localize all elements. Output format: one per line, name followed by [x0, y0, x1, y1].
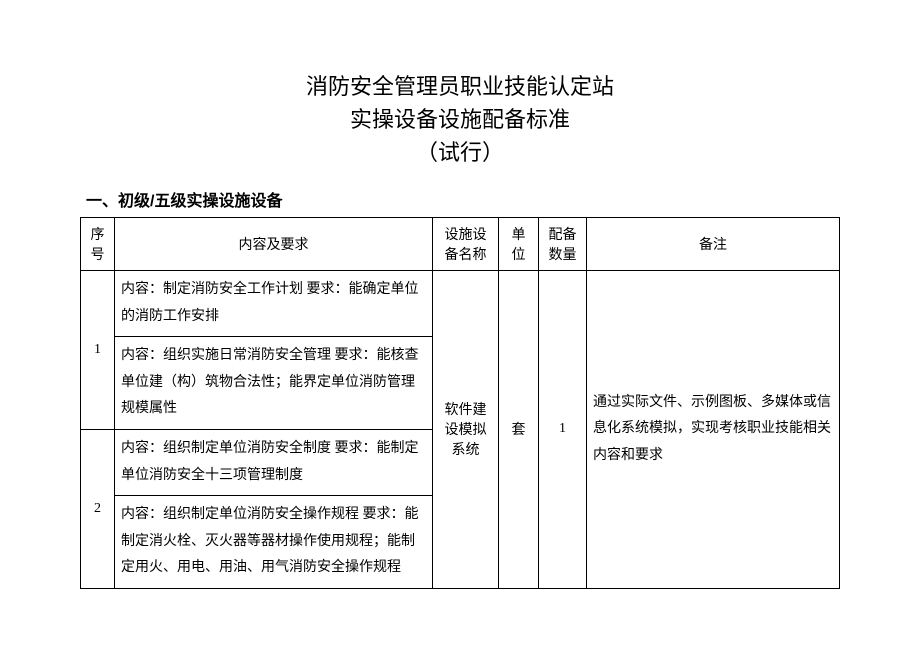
title-line-1: 消防安全管理员职业技能认定站 — [80, 70, 840, 103]
table-header-row: 序号 内容及要求 设施设备名称 单位 配备数量 备注 — [81, 218, 840, 271]
cell-note: 通过实际文件、示例图板、多媒体或信息化系统模拟，实现考核职业技能相关内容和要求 — [587, 271, 840, 589]
cell-req: 内容：组织制定单位消防安全操作规程 要求：能制定消火栓、灭火器等器材操作使用规程… — [115, 496, 433, 589]
col-qty: 配备数量 — [539, 218, 587, 271]
section-heading: 一、初级/五级实操设施设备 — [86, 187, 840, 211]
cell-req: 内容：制定消防安全工作计划 要求：能确定单位的消防工作安排 — [115, 271, 433, 337]
cell-idx: 1 — [81, 271, 115, 430]
cell-qty: 1 — [539, 271, 587, 589]
col-note: 备注 — [587, 218, 840, 271]
col-req: 内容及要求 — [115, 218, 433, 271]
equipment-table: 序号 内容及要求 设施设备名称 单位 配备数量 备注 1 内容：制定消防安全工作… — [80, 217, 840, 589]
cell-unit: 套 — [499, 271, 539, 589]
document-title: 消防安全管理员职业技能认定站 实操设备设施配备标准 （试行） — [80, 70, 840, 169]
cell-req: 内容：组织制定单位消防安全制度 要求：能制定单位消防安全十三项管理制度 — [115, 429, 433, 495]
cell-req: 内容：组织实施日常消防安全管理 要求：能核查单位建（构）筑物合法性；能界定单位消… — [115, 337, 433, 430]
title-line-2: 实操设备设施配备标准 — [80, 103, 840, 136]
table-row: 1 内容：制定消防安全工作计划 要求：能确定单位的消防工作安排 软件建设模拟系统… — [81, 271, 840, 337]
cell-name: 软件建设模拟系统 — [433, 271, 499, 589]
cell-idx: 2 — [81, 429, 115, 588]
title-line-3: （试行） — [80, 136, 840, 169]
col-unit: 单位 — [499, 218, 539, 271]
col-name: 设施设备名称 — [433, 218, 499, 271]
col-idx: 序号 — [81, 218, 115, 271]
